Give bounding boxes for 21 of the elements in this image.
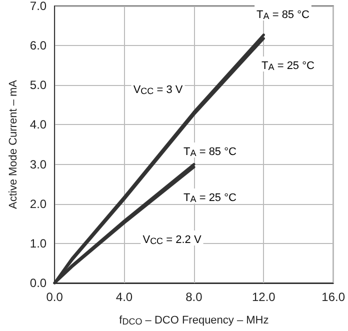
y-axis-title: Active Mode Current – mA (8, 79, 20, 209)
annotation: TA = 85 °C (184, 146, 236, 158)
y-tick-label: 3.0 (30, 157, 47, 172)
y-tick-label: 1.0 (30, 236, 47, 250)
x-tick-label: 12.0 (252, 290, 276, 304)
annotation: VCC = 2.2 V (142, 234, 202, 246)
y-tick-label: 4.0 (30, 118, 47, 132)
y-tick-label: 2.0 (30, 196, 47, 211)
y-tick-label: 7.0 (30, 0, 47, 13)
x-tick-label: 16.0 (322, 290, 346, 304)
y-tick-label: 5.0 (30, 78, 47, 92)
annotation: TA = 85 °C (256, 9, 310, 21)
x-tick-label: 0.0 (46, 290, 64, 304)
y-tick-label: 6.0 (30, 38, 47, 53)
x-tick-label: 4.0 (116, 290, 133, 304)
annotation: TA = 25 °C (184, 192, 236, 204)
y-tick-label: 0.0 (30, 276, 47, 290)
x-axis-title: fDCO – DCO Frequency – MHz (119, 314, 269, 326)
annotation: VCC = 3 V (133, 84, 184, 96)
x-tick-label: 8.0 (186, 290, 203, 304)
annotation: TA = 25 °C (262, 60, 314, 72)
